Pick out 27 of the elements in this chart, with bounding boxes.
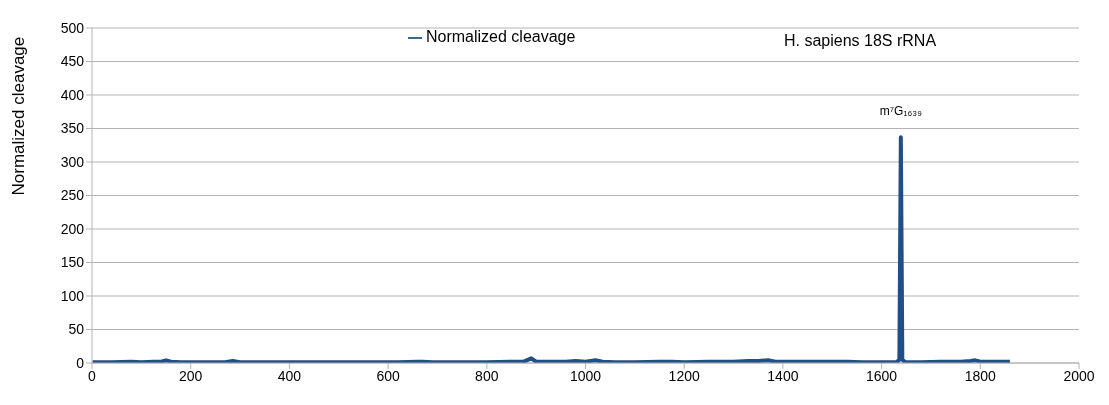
x-tick-label: 2000 bbox=[1063, 367, 1095, 384]
x-tick-label: 200 bbox=[179, 367, 203, 384]
line-series bbox=[92, 135, 1012, 363]
x-tick-label: 1600 bbox=[866, 367, 898, 384]
x-tick-label: 400 bbox=[277, 367, 302, 384]
y-tick-label: 0 bbox=[76, 354, 85, 371]
x-tick-label: 1000 bbox=[569, 367, 602, 384]
legend-label: Normalized cleavage bbox=[426, 28, 576, 45]
y-axis-title: Normalized cleavage bbox=[9, 36, 29, 196]
annotation: m⁷G₁₆₃₉ bbox=[879, 104, 923, 119]
y-tick-label: 350 bbox=[60, 120, 85, 137]
x-tick-label: 800 bbox=[475, 367, 499, 384]
annotation: H. sapiens 18S rRNA bbox=[784, 32, 937, 50]
y-tick-label: 500 bbox=[60, 19, 85, 36]
x-tick-label: 600 bbox=[376, 367, 400, 384]
y-tick-label: 400 bbox=[60, 86, 85, 103]
y-tick-label: 300 bbox=[60, 153, 85, 170]
y-tick-label: 50 bbox=[68, 321, 85, 338]
x-tick-label: 1200 bbox=[668, 367, 700, 384]
y-tick-label: 150 bbox=[60, 254, 85, 271]
y-tick-label: 200 bbox=[60, 220, 85, 237]
y-tick-label: 250 bbox=[60, 187, 85, 204]
x-tick-label: 1400 bbox=[767, 367, 799, 384]
y-tick-label: 450 bbox=[60, 53, 85, 70]
x-tick-label: 0 bbox=[88, 367, 97, 384]
y-tick-label: 100 bbox=[60, 287, 85, 304]
x-tick-label: 1800 bbox=[964, 367, 997, 384]
